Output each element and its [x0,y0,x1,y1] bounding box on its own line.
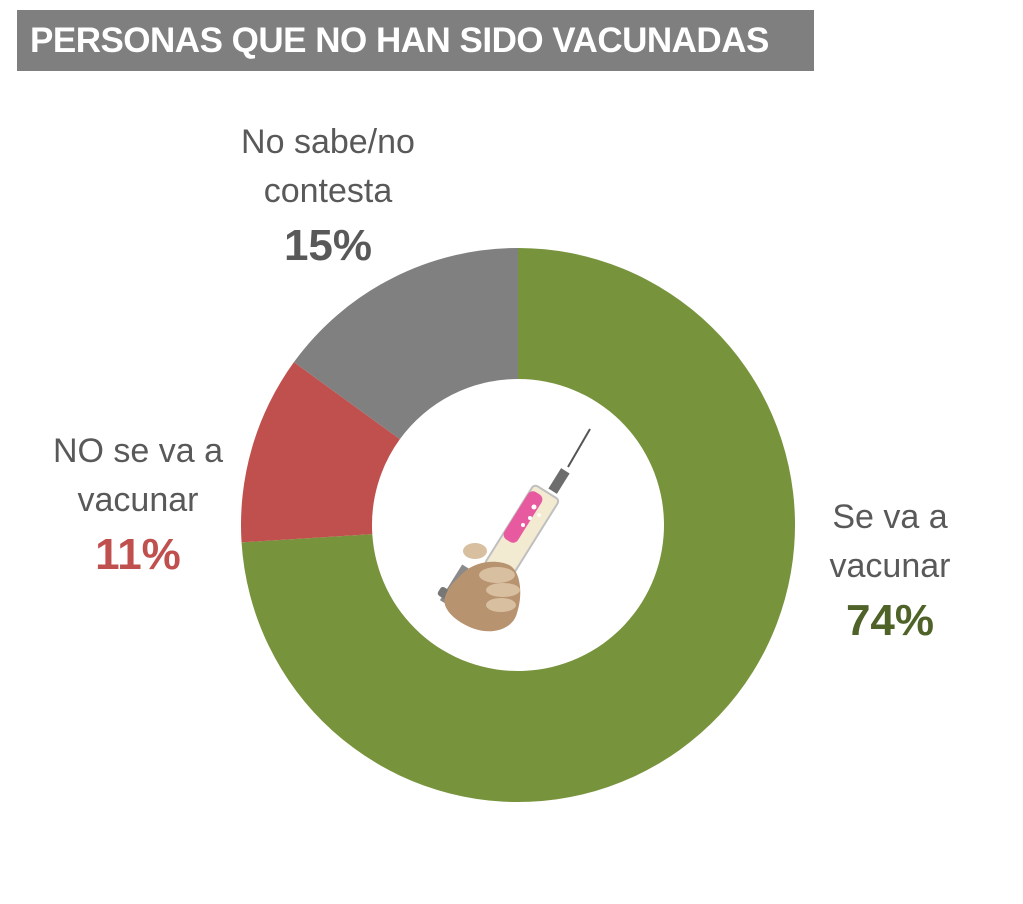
donut-slice-se-va-a-vacunar [241,248,795,802]
category-label-line: contesta [263,172,393,210]
percentage-label: 74% [845,596,935,645]
slice-label-se-va-a-vacunar: Se va a vacunar 74% [800,493,980,651]
donut-slice-no-sabe-no-contesta [293,248,518,440]
category-label-line: vacunar [77,481,199,519]
chart-title: PERSONAS QUE NO HAN SIDO VACUNADAS [30,20,769,60]
syringe-in-hand-icon [437,428,591,632]
slice-label-no-se-va-a-vacunar: NO se va a vacunar 11% [28,427,248,585]
category-label-line: NO se va a [52,432,224,470]
percentage-label: 11% [95,530,181,579]
donut-slice-no-se-va-a-vacunar [241,362,400,543]
category-label-line: Se va a [832,498,948,536]
donut-slices [241,248,795,802]
category-label-line: vacunar [829,547,951,585]
percentage-label: 15% [283,221,373,270]
slice-label-no-sabe-no-contesta: No sabe/no contesta 15% [208,118,448,276]
category-label-line: No sabe/no [241,123,415,161]
title-banner: PERSONAS QUE NO HAN SIDO VACUNADAS [17,10,814,71]
